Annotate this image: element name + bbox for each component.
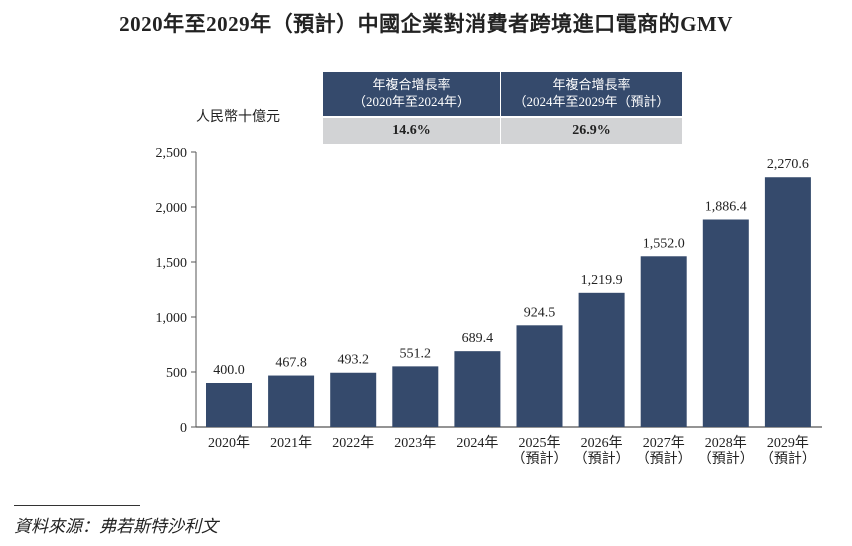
data-label: 1,552.0 [643, 236, 685, 251]
data-label: 2,270.6 [767, 157, 809, 172]
x-tick-label: （預計） [760, 451, 816, 467]
data-label: 493.2 [337, 353, 369, 368]
data-label: 551.2 [400, 346, 432, 361]
cagr-header: 年複合增長率 （2024年至2029年（預計） [501, 72, 682, 116]
cagr-box-2024-2029: 年複合增長率 （2024年至2029年（預計） 26.9% [501, 72, 682, 144]
data-label: 689.4 [462, 331, 494, 346]
x-tick-label: （預計） [574, 451, 630, 467]
bar [578, 292, 625, 427]
y-tick-label: 2,000 [156, 201, 188, 216]
x-tick-label: 2027年 [643, 435, 685, 451]
data-label: 400.0 [213, 363, 245, 378]
x-tick-label: 2022年 [332, 435, 374, 451]
bar [702, 219, 749, 427]
bar [516, 325, 563, 427]
bar [268, 375, 315, 427]
bar [640, 256, 687, 427]
cagr-value: 26.9% [501, 118, 682, 144]
x-tick-label: 2023年 [394, 435, 436, 451]
cagr-header: 年複合增長率 （2020年至2024年） [323, 72, 500, 116]
y-tick-label: 2,500 [156, 146, 188, 161]
x-tick-label: （預計） [512, 451, 568, 467]
x-tick-label: 2021年 [270, 435, 312, 451]
bar [330, 372, 377, 427]
x-tick-label: 2028年 [705, 435, 747, 451]
data-label: 1,886.4 [705, 199, 747, 214]
x-tick-label: （預計） [698, 451, 754, 467]
data-label: 467.8 [275, 356, 307, 371]
source-note: 資料來源：弗若斯特沙利文 [14, 517, 218, 536]
bar [206, 383, 252, 427]
y-axis-label: 人民幣十億元 [196, 110, 280, 125]
x-tick-label: 2029年 [767, 435, 809, 451]
x-tick-label: 2025年 [519, 435, 561, 451]
x-tick-label: 2024年 [456, 435, 498, 451]
bar [764, 177, 811, 427]
data-label: 1,219.9 [581, 273, 623, 288]
x-tick-label: 2020年 [208, 435, 250, 451]
x-tick-label: 2026年 [581, 435, 623, 451]
bar [392, 366, 439, 427]
x-tick-label: （預計） [636, 451, 692, 467]
data-label: 924.5 [524, 305, 556, 320]
cagr-value: 14.6% [323, 118, 500, 144]
y-tick-label: 1,500 [156, 256, 188, 271]
bar [454, 351, 501, 427]
chart-title: 2020年至2029年（預計）中國企業對消費者跨境進口電商的GMV [119, 12, 733, 36]
y-tick-label: 1,000 [156, 311, 188, 326]
y-tick-label: 0 [180, 421, 187, 436]
cagr-box-2020-2024: 年複合增長率 （2020年至2024年） 14.6% [323, 72, 500, 144]
y-tick-label: 500 [166, 366, 187, 381]
source-divider [14, 505, 140, 506]
